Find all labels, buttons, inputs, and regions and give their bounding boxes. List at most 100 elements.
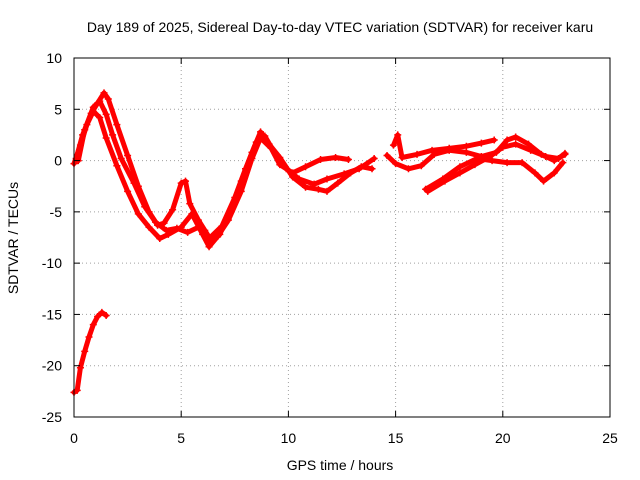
y-tick-label: -15 bbox=[42, 306, 62, 322]
data-point bbox=[531, 169, 539, 177]
data-point bbox=[344, 156, 352, 164]
data-point bbox=[428, 146, 436, 154]
data-point bbox=[542, 152, 550, 160]
data-point bbox=[124, 187, 132, 195]
data-point bbox=[162, 226, 170, 234]
series-trace-7 bbox=[422, 155, 567, 193]
data-point bbox=[302, 183, 310, 191]
data-point bbox=[177, 179, 185, 187]
x-tick-labels: 0 5 10 15 20 25 bbox=[70, 430, 618, 446]
data-point bbox=[94, 312, 102, 320]
data-point bbox=[550, 169, 558, 177]
data-point bbox=[205, 243, 213, 251]
data-point bbox=[186, 200, 194, 208]
data-point bbox=[130, 179, 138, 187]
data-point bbox=[102, 134, 110, 142]
data-point bbox=[216, 230, 224, 238]
data-point bbox=[525, 140, 533, 148]
series-trace-8 bbox=[70, 308, 110, 396]
data-point bbox=[555, 155, 563, 163]
x-tick-label: 20 bbox=[495, 430, 511, 446]
data-point bbox=[272, 150, 280, 158]
x-tick-label: 5 bbox=[177, 430, 185, 446]
data-point bbox=[96, 97, 104, 105]
data-point bbox=[181, 177, 189, 185]
data-point bbox=[205, 235, 213, 243]
data-point bbox=[404, 165, 412, 173]
data-point bbox=[89, 103, 97, 111]
y-tick-label: 10 bbox=[46, 50, 62, 66]
y-tick-label: 5 bbox=[54, 101, 62, 117]
data-point bbox=[389, 141, 397, 149]
series-trace-3 bbox=[74, 97, 378, 243]
data-point bbox=[527, 146, 535, 154]
series-line bbox=[73, 90, 375, 244]
data-point bbox=[392, 160, 400, 168]
data-point bbox=[518, 159, 526, 167]
data-point bbox=[394, 131, 402, 139]
data-point bbox=[102, 110, 110, 118]
data-point bbox=[85, 333, 93, 341]
data-point bbox=[456, 169, 464, 177]
chart-title: Day 189 of 2025, Sidereal Day-to-day VTE… bbox=[87, 19, 593, 35]
data-point bbox=[512, 140, 520, 148]
data-point bbox=[169, 206, 177, 214]
data-point bbox=[117, 155, 125, 163]
data-point bbox=[113, 162, 121, 170]
data-point bbox=[445, 146, 453, 154]
data-point bbox=[257, 128, 265, 136]
data-point bbox=[559, 159, 567, 167]
data-point bbox=[145, 223, 153, 231]
data-point bbox=[104, 95, 112, 103]
x-axis-label: GPS time / hours bbox=[287, 457, 394, 473]
data-point bbox=[295, 175, 303, 183]
data-point bbox=[462, 142, 470, 150]
data-point bbox=[413, 150, 421, 158]
data-point bbox=[383, 151, 391, 159]
data-point bbox=[81, 126, 89, 134]
data-point bbox=[113, 121, 121, 129]
data-point bbox=[134, 210, 142, 218]
data-point bbox=[160, 219, 168, 227]
data-point bbox=[252, 138, 260, 146]
data-point bbox=[194, 216, 202, 224]
data-point bbox=[109, 131, 117, 139]
data-point bbox=[462, 148, 470, 156]
data-point bbox=[73, 386, 81, 394]
y-tick-label: 0 bbox=[54, 153, 62, 169]
data-point bbox=[417, 162, 425, 170]
data-point bbox=[490, 136, 498, 144]
data-point bbox=[340, 170, 348, 178]
data-point bbox=[540, 177, 548, 185]
x-tick-label: 25 bbox=[602, 430, 618, 446]
data-point bbox=[242, 165, 250, 173]
data-point bbox=[439, 175, 447, 183]
data-point bbox=[422, 185, 430, 193]
y-tick-label: -25 bbox=[42, 409, 62, 425]
y-axis-label: SDTVAR / TECUs bbox=[5, 182, 21, 294]
data-point bbox=[370, 155, 378, 163]
data-point bbox=[231, 193, 239, 201]
plot-frame bbox=[73, 57, 611, 418]
data-point bbox=[512, 133, 520, 141]
data-point bbox=[456, 163, 464, 171]
tick-marks bbox=[73, 57, 611, 418]
y-tick-label: -20 bbox=[42, 358, 62, 374]
data-point bbox=[76, 364, 84, 372]
data-point bbox=[310, 180, 318, 188]
data-point bbox=[218, 222, 226, 230]
data-point bbox=[98, 308, 106, 316]
data-point bbox=[100, 89, 108, 97]
data-point bbox=[314, 185, 322, 193]
data-point bbox=[302, 163, 310, 171]
y-tick-label: -10 bbox=[42, 255, 62, 271]
data-point bbox=[368, 165, 376, 173]
data-point bbox=[317, 156, 325, 164]
data-point bbox=[488, 157, 496, 165]
data-point bbox=[102, 311, 110, 319]
data-point bbox=[334, 179, 342, 187]
data-point bbox=[323, 187, 331, 195]
y-tick-labels: 10 5 0 -5 -10 -15 -20 -25 bbox=[42, 50, 62, 425]
data-point bbox=[477, 139, 485, 147]
